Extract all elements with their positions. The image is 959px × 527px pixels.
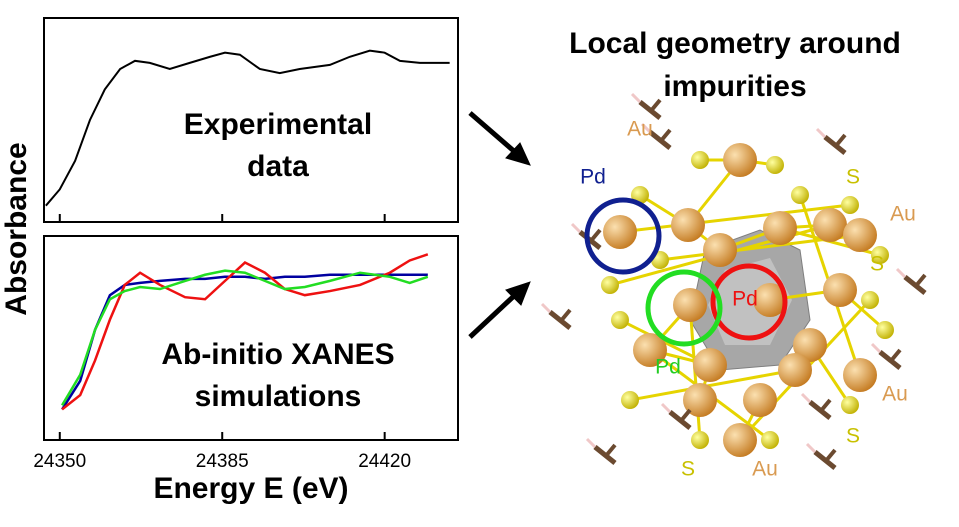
annotation: Experimental — [184, 108, 372, 141]
ligand — [588, 228, 602, 244]
ligand-h — [870, 342, 882, 354]
cage-inner — [708, 258, 792, 345]
atom-label: Pd — [580, 166, 606, 189]
gold-atom — [743, 383, 777, 417]
plot-frame — [43, 235, 459, 441]
gold-atom — [671, 208, 705, 242]
sulfur-atom — [621, 391, 639, 409]
ligand-h — [540, 302, 552, 314]
sulfur-atom — [601, 276, 619, 294]
gold-atom — [843, 218, 877, 252]
ligand-h — [570, 222, 582, 234]
gold-atom — [693, 348, 727, 382]
ligand-h — [585, 437, 597, 449]
molecule — [540, 92, 927, 470]
ligand — [678, 408, 692, 424]
gold-atom — [603, 215, 637, 249]
highlight-ring — [710, 263, 788, 341]
arrow — [468, 111, 517, 154]
ligand — [818, 398, 832, 414]
annotation: data — [247, 150, 309, 183]
gold-atom — [813, 208, 847, 242]
data-line — [61, 273, 428, 411]
ligand-h — [815, 127, 827, 139]
sulfur-atom — [631, 186, 649, 204]
atom-label: Au — [890, 203, 916, 226]
atom-label: S — [846, 425, 860, 448]
plots: Experimental data Absorbance Ab-initio XANE… — [0, 17, 459, 505]
data-line — [61, 253, 429, 411]
gold-atom — [683, 383, 717, 417]
gold-atom — [753, 283, 787, 317]
ligand — [888, 348, 902, 364]
sulfur-atom — [611, 311, 629, 329]
illustration-title: Local geometry around — [569, 27, 901, 60]
arrows — [468, 111, 531, 339]
sulfur-atom — [861, 291, 879, 309]
ligand — [603, 443, 617, 459]
gold-atom — [703, 233, 737, 267]
x-tick-label: 24385 — [196, 451, 249, 472]
data-line — [61, 269, 429, 406]
sulfur-atom — [841, 396, 859, 414]
atom-label: S — [846, 166, 860, 189]
gold-atom — [823, 273, 857, 307]
gold-atom — [723, 143, 757, 177]
sulfur-atom — [691, 151, 709, 169]
atom-label: Au — [882, 383, 908, 406]
atom-label: Pd — [732, 288, 758, 311]
ligand-h — [660, 402, 672, 414]
x-axis-label: Energy E (eV) — [153, 472, 348, 505]
ligand — [558, 308, 572, 324]
sulfur-atom — [766, 156, 784, 174]
ligand — [833, 133, 847, 149]
plot-frame — [43, 17, 459, 223]
gold-atom — [633, 333, 667, 367]
arrow-head — [505, 281, 531, 306]
highlight-ring — [645, 269, 723, 347]
ligand-h — [805, 442, 817, 454]
ligand — [648, 98, 662, 114]
ligand-h — [630, 92, 642, 104]
highlight-ring — [584, 197, 662, 275]
sulfur-atom — [791, 186, 809, 204]
sulfur-atom — [876, 321, 894, 339]
illustration-title: impurities — [663, 70, 806, 103]
sulfur-atom — [761, 431, 779, 449]
sulfur-atom — [841, 196, 859, 214]
gold-atom — [723, 423, 757, 457]
gold-atom — [793, 328, 827, 362]
y-axis-label: Absorbance — [0, 142, 33, 315]
gold-atom — [843, 358, 877, 392]
atom-label: S — [681, 458, 695, 481]
sulfur-atom — [691, 431, 709, 449]
annotation: Ab-initio XANES — [161, 338, 394, 371]
data-line — [45, 49, 450, 207]
bond — [629, 368, 796, 402]
ligand — [823, 448, 837, 464]
sulfur-atom — [871, 246, 889, 264]
atom-label: Au — [752, 458, 778, 481]
arrow — [468, 293, 517, 339]
gold-atom — [763, 211, 797, 245]
x-tick-label: 24350 — [33, 451, 86, 472]
ligand — [658, 128, 672, 144]
annotation: simulations — [195, 380, 362, 413]
ligand-h — [800, 392, 812, 404]
ligand-h — [640, 122, 652, 134]
ligand — [913, 273, 927, 289]
gold-atom — [778, 353, 812, 387]
x-tick-label: 24420 — [358, 451, 411, 472]
atom-label: Au — [627, 118, 653, 141]
atom-label: Pd — [655, 356, 681, 379]
gold-atom — [673, 288, 707, 322]
ligand-h — [895, 267, 907, 279]
atom-label: S — [870, 253, 884, 276]
arrow-head — [505, 142, 531, 166]
